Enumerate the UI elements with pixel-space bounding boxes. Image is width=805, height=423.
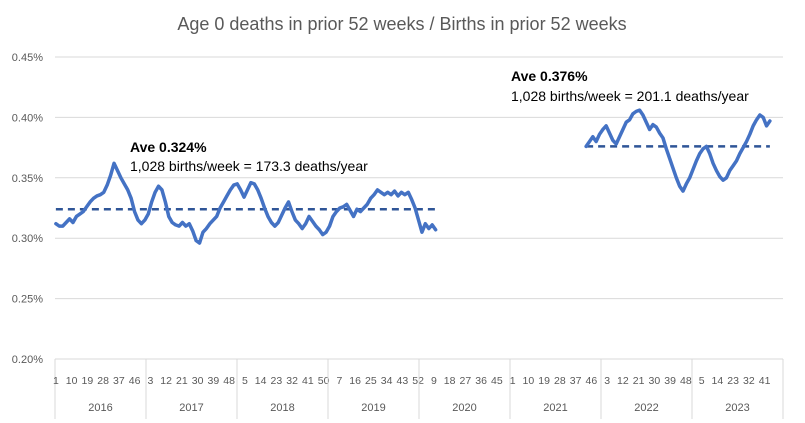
x-tick-label: 48 <box>680 375 692 387</box>
x-tick-label: 43 <box>397 375 409 387</box>
x-tick-label: 23 <box>727 375 739 387</box>
x-tick-label: 7 <box>336 375 342 387</box>
year-label: 2019 <box>361 402 385 414</box>
x-tick-label: 12 <box>617 375 629 387</box>
x-tick-label: 36 <box>475 375 487 387</box>
x-tick-label: 19 <box>538 375 550 387</box>
y-tick-label: 0.40% <box>12 112 43 124</box>
x-tick-label: 46 <box>129 375 141 387</box>
x-tick-label: 14 <box>712 375 724 387</box>
x-tick-label: 48 <box>223 375 235 387</box>
y-tick-label: 0.30% <box>12 233 43 245</box>
year-label: 2020 <box>452 402 476 414</box>
x-tick-label: 5 <box>242 375 248 387</box>
x-tick-label: 21 <box>633 375 645 387</box>
x-tick-label: 34 <box>381 375 393 387</box>
year-label: 2023 <box>725 402 749 414</box>
annotation-2-title: Ave 0.376% <box>511 68 588 84</box>
x-tick-label: 28 <box>97 375 109 387</box>
x-tick-label: 5 <box>699 375 705 387</box>
year-label: 2018 <box>270 402 294 414</box>
x-tick-label: 14 <box>255 375 267 387</box>
x-tick-label: 23 <box>271 375 283 387</box>
year-label: 2016 <box>88 402 112 414</box>
x-tick-label: 1 <box>53 375 59 387</box>
y-axis-ticks: 0.20% 0.25% 0.30% 0.35% 0.40% 0.45% <box>12 52 43 366</box>
x-tick-label: 18 <box>444 375 456 387</box>
x-tick-label: 41 <box>302 375 314 387</box>
x-tick-label: 30 <box>649 375 661 387</box>
x-tick-label: 45 <box>491 375 503 387</box>
x-tick-label: 3 <box>604 375 610 387</box>
x-tick-label: 39 <box>664 375 676 387</box>
x-tick-label: 50 <box>318 375 330 387</box>
gridlines <box>55 56 783 360</box>
x-tick-label: 52 <box>412 375 424 387</box>
y-tick-label: 0.35% <box>12 173 43 185</box>
x-tick-label: 30 <box>192 375 204 387</box>
x-tick-label: 19 <box>82 375 94 387</box>
y-tick-label: 0.45% <box>12 52 43 64</box>
x-tick-label: 32 <box>286 375 298 387</box>
series-lines <box>54 108 772 245</box>
y-tick-label: 0.25% <box>12 294 43 306</box>
series-line <box>54 161 438 245</box>
annotation-2-detail: 1,028 births/week = 201.1 deaths/year <box>511 88 749 104</box>
x-tick-label: 27 <box>460 375 472 387</box>
annotations: Ave 0.324% 1,028 births/week = 173.3 dea… <box>130 68 749 174</box>
annotation-1-title: Ave 0.324% <box>130 139 207 155</box>
x-tick-label: 41 <box>759 375 771 387</box>
x-tick-label: 39 <box>208 375 220 387</box>
x-tick-label: 10 <box>66 375 78 387</box>
x-tick-label: 37 <box>113 375 125 387</box>
annotation-1-detail: 1,028 births/week = 173.3 deaths/year <box>130 158 368 174</box>
x-tick-label: 12 <box>160 375 172 387</box>
y-tick-label: 0.20% <box>12 354 43 366</box>
x-tick-label: 46 <box>586 375 598 387</box>
year-label: 2022 <box>634 402 658 414</box>
series-line <box>584 108 772 193</box>
x-tick-label: 32 <box>743 375 755 387</box>
x-tick-label: 10 <box>523 375 535 387</box>
year-label: 2017 <box>179 402 203 414</box>
x-tick-label: 25 <box>365 375 377 387</box>
x-tick-label: 16 <box>349 375 361 387</box>
x-tick-label: 28 <box>554 375 566 387</box>
chart-title: Age 0 deaths in prior 52 weeks / Births … <box>177 14 626 34</box>
x-tick-label: 3 <box>147 375 153 387</box>
average-lines <box>55 145 770 211</box>
x-tick-label: 9 <box>431 375 437 387</box>
x-tick-label: 1 <box>510 375 516 387</box>
x-tick-label: 37 <box>570 375 582 387</box>
x-tick-label: 21 <box>176 375 188 387</box>
year-label: 2021 <box>543 402 567 414</box>
